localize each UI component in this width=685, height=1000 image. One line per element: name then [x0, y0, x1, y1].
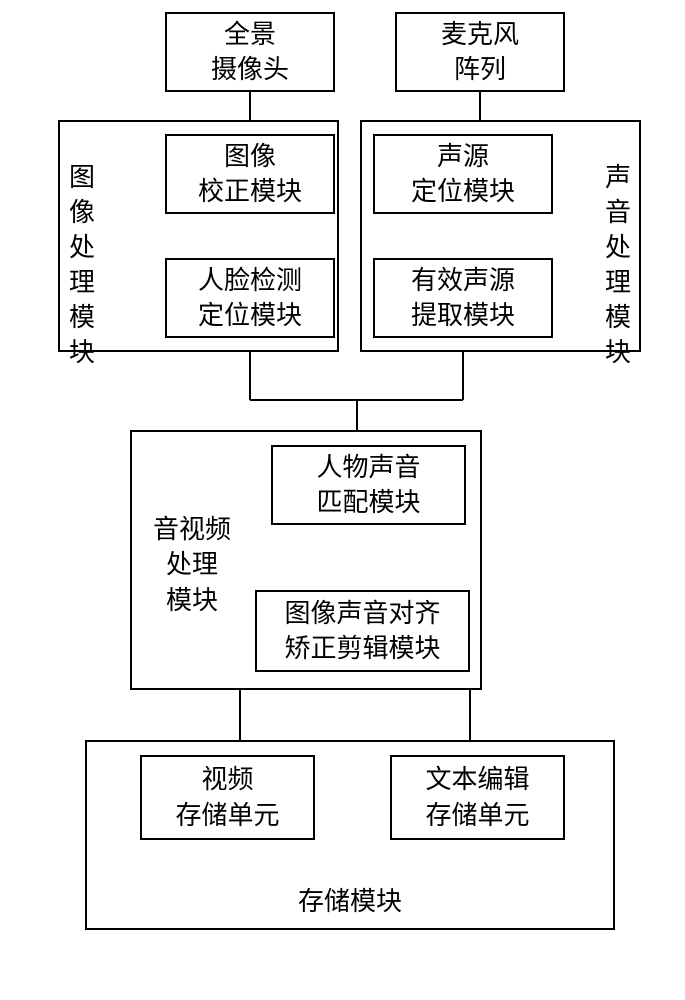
image_proc_label-text: 图像 — [62, 160, 102, 230]
valid_sound-text: 有效声源 — [411, 263, 515, 298]
av_proc_label: 音视频处理模块 — [142, 500, 242, 630]
storage_label-text: 存储模块 — [298, 884, 402, 919]
text_store-text: 文本编辑 — [425, 762, 529, 797]
storage_label: 存储模块 — [250, 882, 450, 922]
panorama_camera: 全景摄像头 — [165, 12, 335, 92]
sound_locate-text: 声源 — [437, 139, 489, 174]
face_detect-text: 人脸检测 — [198, 263, 302, 298]
sound_locate: 声源定位模块 — [373, 134, 553, 214]
sound_proc_label: 声音处理模块 — [598, 185, 638, 345]
person_sound_match-text: 人物声音 — [316, 450, 420, 485]
text_store-text: 存储单元 — [425, 798, 529, 833]
sound_proc_label-text: 声音 — [598, 160, 638, 230]
valid_sound: 有效声源提取模块 — [373, 258, 553, 338]
image_correct: 图像校正模块 — [165, 134, 335, 214]
video_store-text: 存储单元 — [175, 798, 279, 833]
valid_sound-text: 提取模块 — [411, 298, 515, 333]
panorama_camera-text: 摄像头 — [211, 52, 289, 87]
av_proc_label-text: 音视频 — [153, 512, 231, 547]
face_detect-text: 定位模块 — [198, 298, 302, 333]
panorama_camera-text: 全景 — [224, 17, 276, 52]
text_store: 文本编辑存储单元 — [390, 755, 565, 840]
img_sound_align: 图像声音对齐矫正剪辑模块 — [255, 590, 470, 672]
img_sound_align-text: 矫正剪辑模块 — [284, 631, 440, 666]
img_sound_align-text: 图像声音对齐 — [284, 596, 440, 631]
person_sound_match-text: 匹配模块 — [316, 485, 420, 520]
av_proc_label-text: 模块 — [166, 583, 218, 618]
face_detect: 人脸检测定位模块 — [165, 258, 335, 338]
sound_proc_label-text: 模块 — [598, 300, 638, 370]
mic_array-text: 阵列 — [454, 52, 506, 87]
video_store-text: 视频 — [201, 762, 253, 797]
sound_proc_label-text: 处理 — [598, 230, 638, 300]
image_proc_label: 图像处理模块 — [62, 185, 102, 345]
mic_array: 麦克风阵列 — [395, 12, 565, 92]
video_store: 视频存储单元 — [140, 755, 315, 840]
av_proc_label-text: 处理 — [166, 547, 218, 582]
image_correct-text: 图像 — [224, 139, 276, 174]
mic_array-text: 麦克风 — [441, 17, 519, 52]
person_sound_match: 人物声音匹配模块 — [271, 445, 466, 525]
image_proc_label-text: 处理 — [62, 230, 102, 300]
image_correct-text: 校正模块 — [198, 174, 302, 209]
image_proc_label-text: 模块 — [62, 300, 102, 370]
sound_locate-text: 定位模块 — [411, 174, 515, 209]
